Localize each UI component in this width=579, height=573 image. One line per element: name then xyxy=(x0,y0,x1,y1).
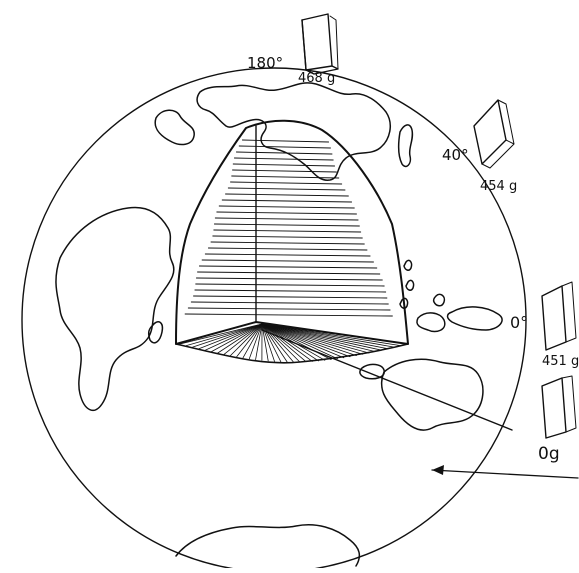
globe-outline xyxy=(22,68,526,568)
angle-label-40: 40° xyxy=(442,146,469,164)
hatch-line xyxy=(228,188,345,190)
hatch-line xyxy=(202,260,373,262)
hatch-line xyxy=(198,272,380,274)
island-small-c xyxy=(406,280,414,290)
island-long-east xyxy=(448,307,503,330)
hatch-line xyxy=(214,230,361,232)
hatch-line xyxy=(211,242,364,244)
hatch-line xyxy=(217,212,357,214)
hatch-line xyxy=(195,290,386,292)
hatch-line xyxy=(233,164,334,166)
hatch-line xyxy=(214,224,359,226)
weight-label-454: 454 g xyxy=(480,179,517,194)
island-uk xyxy=(155,110,194,144)
island-scandinavia xyxy=(399,125,413,167)
hatch-line xyxy=(233,170,337,172)
island-small-a xyxy=(434,294,445,305)
angle-label-180: 180° xyxy=(247,54,283,72)
book-icon xyxy=(474,100,514,168)
pyramid-outline xyxy=(176,121,408,344)
continent-africa xyxy=(56,207,174,410)
hatch-line xyxy=(205,254,370,256)
island-center xyxy=(360,364,384,378)
hatch-line xyxy=(185,314,392,316)
book-icon xyxy=(542,282,576,350)
islands-east xyxy=(417,313,445,332)
hatch-line xyxy=(231,182,342,184)
pointer-line xyxy=(262,330,512,430)
book-icon xyxy=(542,376,576,438)
angle-label-0: 0° xyxy=(510,313,528,332)
weight-label-468: 468 g xyxy=(298,71,335,86)
pointer-arrow-icon xyxy=(432,465,578,478)
continent-antarctica xyxy=(176,525,359,566)
hatch-line xyxy=(219,206,354,208)
hatch-line xyxy=(208,248,367,250)
hatch-line xyxy=(199,266,376,268)
pyramid-shape xyxy=(176,121,408,363)
weight-label-0g: 0g xyxy=(538,444,560,464)
book-icon xyxy=(302,14,338,74)
hatch-line xyxy=(226,194,349,196)
hatch-line xyxy=(196,278,382,280)
pyramid-hatching xyxy=(185,140,392,316)
island-small-b xyxy=(404,260,412,270)
hatch-line xyxy=(191,302,388,304)
hatch-line xyxy=(194,296,387,298)
continent-australia xyxy=(382,359,483,430)
hatch-line xyxy=(232,176,339,178)
hatch-line xyxy=(215,218,358,220)
hatch-line xyxy=(196,284,385,286)
hatch-line xyxy=(239,146,330,148)
hatch-line xyxy=(188,308,390,310)
weight-label-451: 451 g xyxy=(542,354,579,369)
hatch-line xyxy=(213,236,362,238)
hatch-line xyxy=(222,200,351,202)
hatch-line xyxy=(234,158,333,160)
